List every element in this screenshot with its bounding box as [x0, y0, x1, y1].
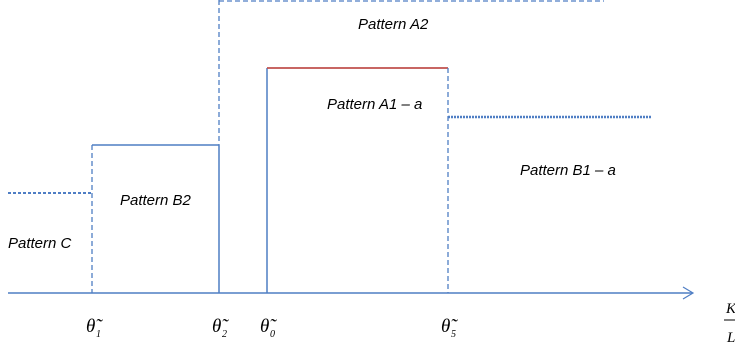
svg-text:K: K	[725, 301, 735, 317]
axis-variable-label: K 0 L	[724, 301, 735, 346]
theta0-label: θ̃ 0	[260, 316, 277, 340]
svg-text:0: 0	[270, 329, 275, 340]
svg-text:L: L	[726, 330, 735, 346]
label-pattern-c: Pattern C	[8, 235, 72, 252]
theta5-label: θ̃ 5	[441, 316, 458, 340]
label-pattern-b1a: Pattern B1 – a	[520, 162, 616, 179]
svg-text:5: 5	[451, 329, 456, 340]
svg-text:2: 2	[222, 329, 227, 340]
theta1-label: θ̃ 1	[86, 316, 103, 340]
svg-text:1: 1	[96, 329, 101, 340]
label-pattern-a1a: Pattern A1 – a	[327, 96, 422, 113]
label-pattern-a2: Pattern A2	[358, 16, 429, 33]
label-pattern-b2: Pattern B2	[120, 192, 192, 209]
theta2-label: θ̃ 2	[212, 316, 229, 340]
